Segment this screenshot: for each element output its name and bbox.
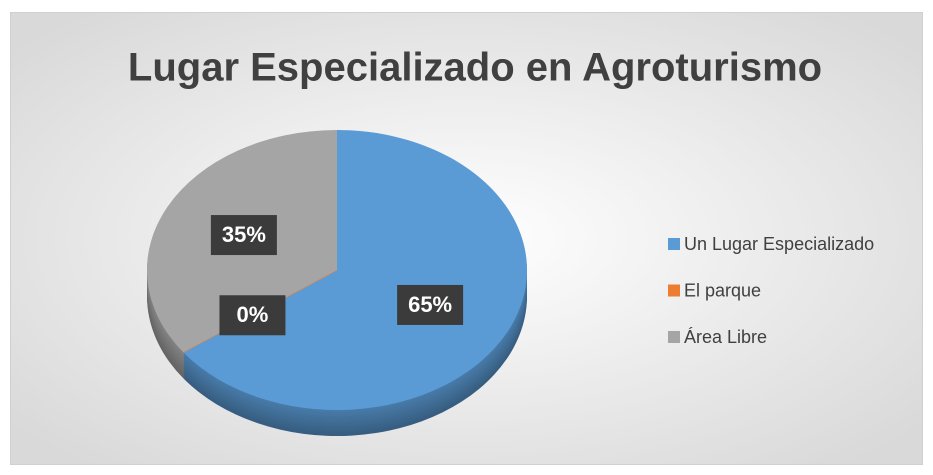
data-label-box — [210, 215, 277, 256]
chart-title: Lugar Especializado en Agroturismo — [128, 46, 822, 90]
legend-label: Un Lugar Especializado — [684, 234, 874, 254]
legend-swatch — [668, 331, 680, 343]
data-label-box — [397, 284, 464, 325]
legend-swatch — [668, 238, 680, 250]
legend-label: Área Libre — [684, 327, 767, 347]
slice — [183, 269, 338, 353]
legend-label: El parque — [684, 280, 761, 300]
legend-swatch — [668, 284, 680, 297]
data-label: 65% — [408, 292, 452, 317]
slice — [183, 130, 527, 411]
data-label: 35% — [222, 222, 266, 247]
data-label: 0% — [237, 302, 269, 327]
data-label-box — [219, 295, 286, 336]
